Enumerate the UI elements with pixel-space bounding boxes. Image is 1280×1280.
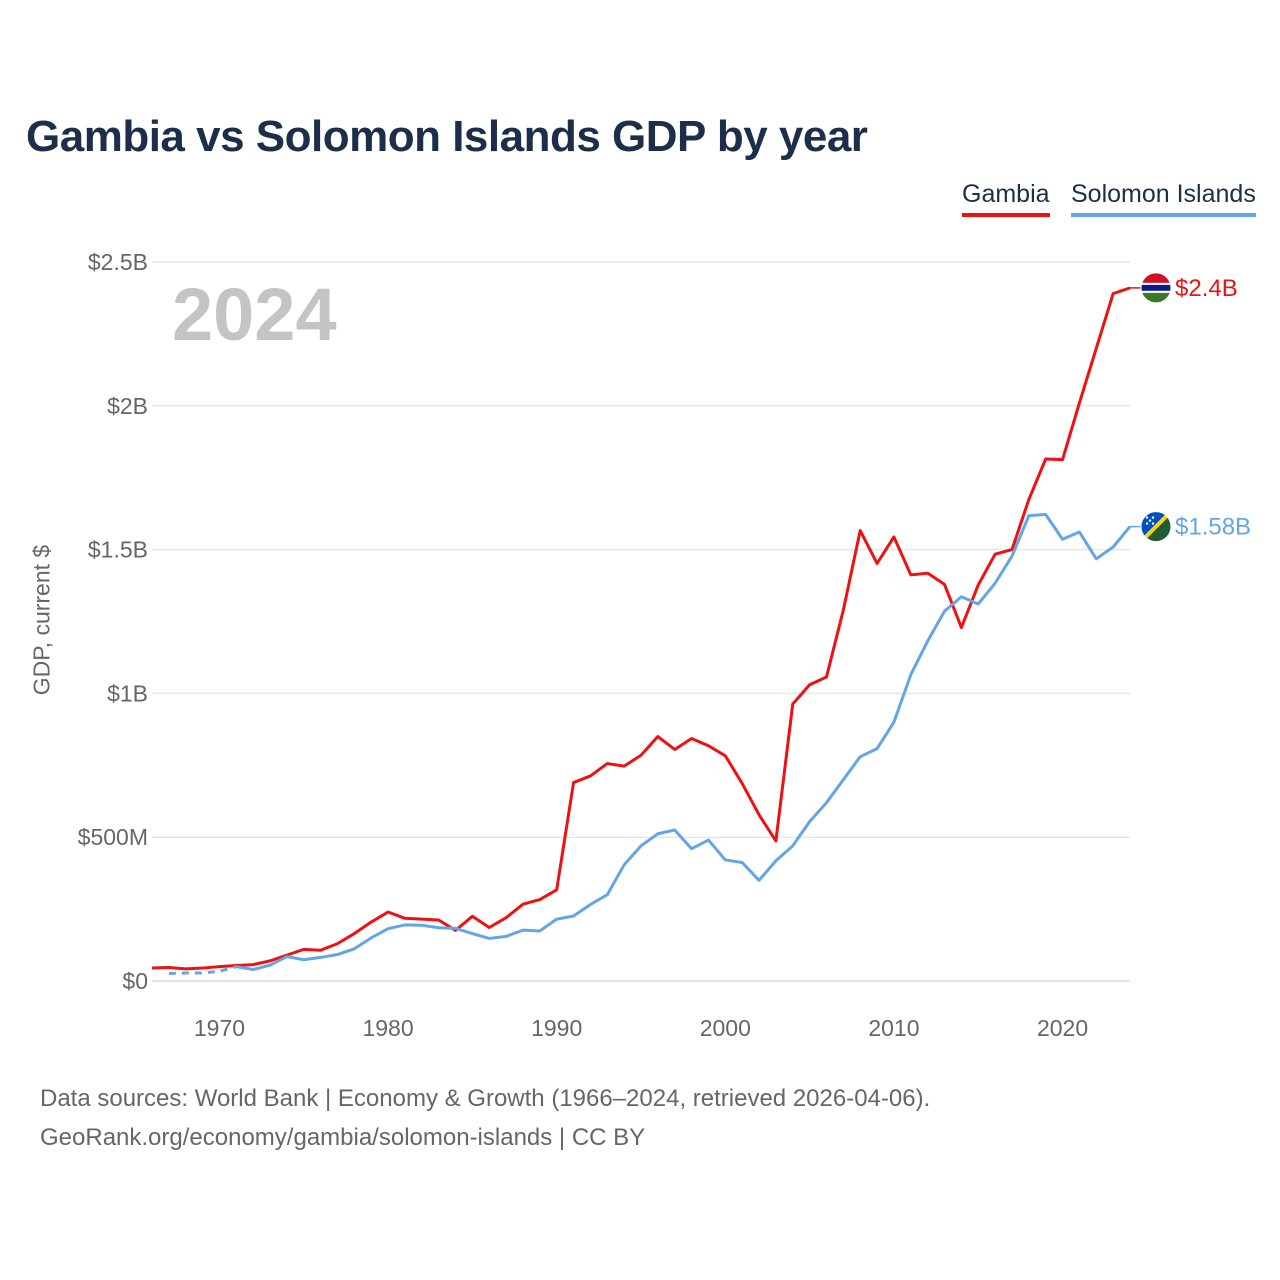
current-year-label: 2024 [172, 273, 337, 356]
legend-item-solomon-islands[interactable]: Solomon Islands [1071, 180, 1256, 217]
y-tick-label: $2.5B [88, 249, 148, 275]
y-tick-label: $1B [107, 680, 148, 706]
chart-title: Gambia vs Solomon Islands GDP by year [26, 112, 868, 161]
y-tick-label: $2B [107, 393, 148, 419]
series-line-gambia [151, 286, 1131, 971]
end-value-label: $1.58B [1175, 514, 1251, 541]
series-line-solomon-islands [236, 513, 1132, 971]
legend-item-gambia[interactable]: Gambia [962, 180, 1050, 217]
gambia-flag-icon [1140, 272, 1172, 304]
x-tick-label: 2000 [700, 1015, 751, 1041]
data-source-note: Data sources: World Bank | Economy & Gro… [40, 1085, 931, 1112]
x-tick-label: 2020 [1037, 1015, 1088, 1041]
source-link[interactable]: GeoRank.org/economy/gambia/solomon-islan… [40, 1124, 646, 1151]
x-tick-label: 1990 [531, 1015, 582, 1041]
x-tick-label: 1970 [194, 1015, 245, 1041]
y-tick-label: $0 [122, 968, 148, 994]
axes: $0 $500M $1B $1.5B $2B $2.5B 1970 1980 1990 2000 2… [78, 249, 1088, 1041]
grid-lines [152, 261, 1130, 982]
solomon-islands-flag-icon [1140, 511, 1172, 543]
x-tick-label: 2010 [868, 1015, 919, 1041]
end-value-label: $2.4B [1175, 275, 1238, 302]
y-tick-label: $500M [78, 824, 148, 850]
series-lines [151, 286, 1132, 976]
end-markers: $2.4B $1.58B [1130, 272, 1251, 543]
y-tick-label: $1.5B [88, 537, 148, 563]
x-tick-label: 1980 [362, 1015, 413, 1041]
series-line-solomon-islands-estimated [168, 965, 237, 976]
